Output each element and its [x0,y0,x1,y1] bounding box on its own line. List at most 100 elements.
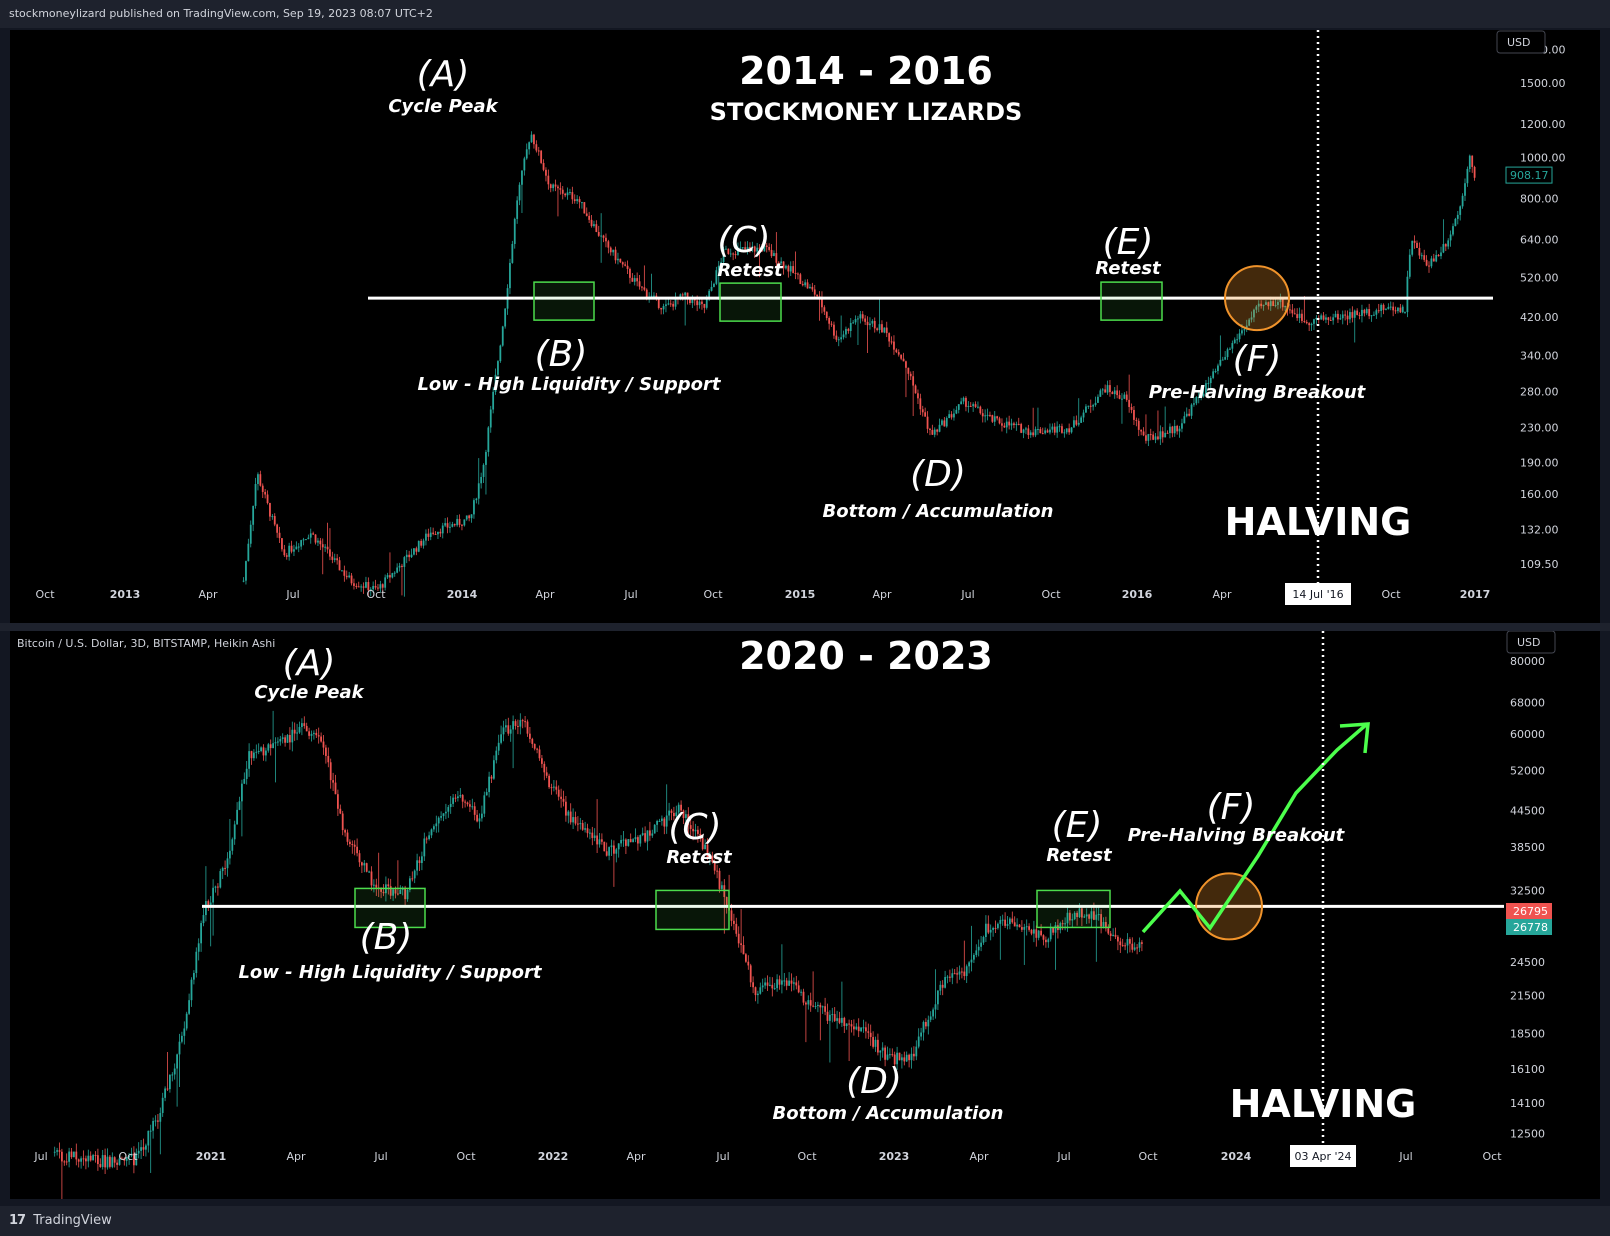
x-tick-label: Jul [33,1150,47,1163]
panel-divider[interactable] [0,623,1610,631]
candle-body [1432,258,1435,262]
candle-body [1073,912,1076,920]
candle-body [518,184,521,201]
candle-body [579,823,582,825]
candle-body [1217,365,1219,372]
candle-body [946,976,949,978]
candle-body [1449,234,1452,241]
candle-body [1064,923,1066,925]
currency-button [1496,30,1546,54]
candle-body [1368,309,1371,317]
candle-body [425,838,428,840]
candle-body [1195,397,1198,404]
candle-body [1253,309,1255,318]
candle-body [1238,333,1241,340]
candle-body [243,778,246,784]
candle-body [386,575,389,578]
candle-body [1464,183,1466,196]
candle-body [583,202,586,214]
chart-panel-2014-2016[interactable]: 1800.001500.001200.001000.00800.00640.00… [10,30,1600,623]
candle-body [888,333,891,342]
chart-2014-2016[interactable]: 1800.001500.001200.001000.00800.00640.00… [10,30,1600,623]
chart-subtitle: STOCKMONEY LIZARDS [710,98,1023,126]
candle-body [949,976,951,978]
candle-body [931,430,934,435]
candle-body [1243,329,1246,331]
candle-body [718,870,721,889]
candle-body [417,540,420,552]
candle-body [566,192,569,196]
candle-body [869,323,871,326]
candle-body [564,193,567,196]
candle-body [536,748,538,750]
candle-body [871,320,874,324]
candle-body [509,729,512,734]
candle-body [554,184,557,187]
candle-body [845,328,847,335]
candle-body [573,199,576,202]
candle-body [531,738,534,744]
chart-2020-2023[interactable]: 80000 68000 60000 52000 44500 38500 32500 24500… [10,631,1600,1199]
candle-body [663,818,666,827]
candle-body [825,311,828,319]
candle-body [1093,911,1095,920]
candle-body [504,308,507,327]
candle-body [680,804,682,811]
candle-body [393,572,396,574]
candle-body [260,747,262,752]
candle-body [1346,315,1349,320]
candle-body [1473,166,1476,178]
candle-body [149,1130,152,1132]
candle-body [212,887,214,903]
candle-body [1141,942,1143,944]
candle-body [1380,304,1383,311]
y-tick-label: 12500 [1510,1127,1545,1140]
candle-body [410,554,413,558]
candle-body [993,416,996,422]
candle-body [1293,313,1296,315]
candle-body [601,839,603,842]
candle-body [571,192,574,200]
chart-panel-2020-2023[interactable]: 80000 68000 60000 52000 44500 38500 32500 24500… [10,631,1600,1199]
candle-body [689,825,692,829]
tradingview-footer[interactable]: 17 TradingView [0,1206,1610,1236]
candle-body [238,801,241,810]
candle-body [1149,434,1152,436]
candle-body [1106,385,1109,393]
candle-body [1121,945,1124,947]
candle-body [581,823,584,830]
candle-body [878,324,881,330]
candle-body [1284,305,1287,308]
candle-body [197,943,200,952]
candle-body [257,751,260,753]
candle-body [1430,258,1433,267]
candle-body [320,736,322,742]
candle-body [665,815,668,827]
annotation-text: Pre-Halving Breakout [1128,825,1346,846]
candle-body [315,732,318,736]
candle-body [1332,317,1335,321]
candle-body [996,416,999,419]
candle-body [329,762,332,781]
candle-body [241,783,243,802]
candle-body [704,844,706,850]
candle-body [873,320,876,329]
candle-body [109,1156,111,1167]
candle-body [645,289,648,298]
candle-body [1010,423,1013,426]
candle-body [358,853,361,863]
candle-body [302,539,305,541]
x-tick-label: Apr [198,588,218,601]
candle-body [1128,399,1131,407]
candle-body [99,1164,102,1167]
candle-body [437,531,439,535]
candle-body [1394,310,1397,312]
candle-body [1353,310,1356,318]
candle-body [1281,298,1284,308]
candle-body [840,337,843,340]
ask-price-badge [1506,903,1552,919]
candle-body [681,294,684,296]
candle-body [1068,428,1071,433]
candle-body [674,297,677,307]
candle-body [1305,321,1308,324]
